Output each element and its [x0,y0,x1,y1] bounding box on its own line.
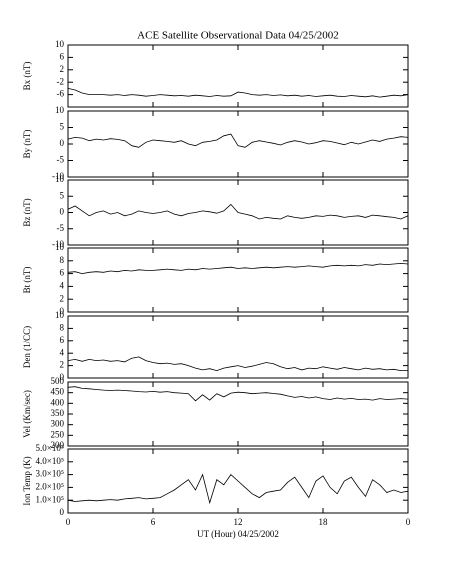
y-tick-label: 3.0×10⁵ [36,469,64,479]
y-tick-label: 10 [55,105,65,115]
y-tick-label: 10 [55,310,65,320]
x-axis-label: UT (Hour) 04/25/2002 [197,529,279,539]
y-tick-label: 4.0×10⁵ [36,456,64,466]
y-tick-label: 2 [60,64,65,74]
y-tick-label: -2 [57,76,65,86]
chart-title: ACE Satellite Observational Data 04/25/2… [137,30,339,42]
y-tick-label: 10 [55,174,65,184]
y-tick-label: 6 [60,268,65,278]
y-axis-label: Vel (Km/sec) [22,390,32,438]
panel-frame [67,315,409,379]
y-tick-label: 2 [60,360,65,370]
y-tick-label: 250 [51,429,65,439]
x-tick-label: 18 [319,517,329,527]
y-tick-label: 0 [60,207,65,217]
y-tick-label: 10 [55,242,65,252]
y-tick-label: 5 [60,122,65,132]
y-tick-label: 1.0×10⁵ [36,494,64,504]
y-tick-label: 400 [51,397,65,407]
y-tick-label: 4 [60,347,65,357]
y-tick-label: 8 [60,322,65,332]
y-tick-label: 300 [51,419,65,429]
y-tick-label: 4 [60,280,65,290]
data-line [67,203,409,220]
y-tick-label: 0 [60,372,65,382]
y-axis-label: Ion Temp (K) [22,456,32,505]
y-tick-label: 6 [60,335,65,345]
x-tick-label: 6 [151,517,156,527]
y-tick-label: 0 [60,507,65,517]
y-tick-label: 200 [51,440,65,450]
y-tick-label: -5 [57,155,65,165]
y-tick-label: 2 [60,293,65,303]
data-line [67,133,409,148]
y-tick-label: 5 [60,190,65,200]
data-line [67,386,409,402]
y-tick-label: 5.0×10⁵ [36,443,64,453]
y-axis-label: Bz (nT) [22,198,32,226]
panel-frame [67,247,409,313]
x-tick-label: 0 [66,517,71,527]
y-tick-label: 500 [51,376,65,386]
data-line [67,473,409,505]
y-axis-label: Bt (nT) [22,267,32,294]
y-axis-label: Den (1/CC) [22,326,32,368]
y-tick-label: -5 [57,223,65,233]
y-tick-label: 350 [51,408,65,418]
y-tick-label: 2.0×10⁵ [36,481,64,491]
y-tick-label: 6 [60,51,65,61]
data-line [67,356,408,372]
y-tick-label: 0 [60,138,65,148]
data-line [67,262,409,275]
y-tick-label: -10 [52,239,64,249]
data-line [67,88,409,98]
y-tick-label: -10 [52,171,64,181]
x-tick-label: 0 [406,517,411,527]
y-tick-label: 8 [60,255,65,265]
x-tick-label: 12 [234,517,243,527]
y-axis-label: By (nT) [22,130,32,159]
y-tick-label: 0 [60,306,65,316]
panel-frame [67,381,409,447]
panel-frame [67,44,409,108]
y-tick-label: -6 [57,89,65,99]
y-tick-label: 10 [55,39,65,49]
y-tick-label: 450 [51,387,65,397]
y-axis-label: Bx (nT) [22,62,32,91]
